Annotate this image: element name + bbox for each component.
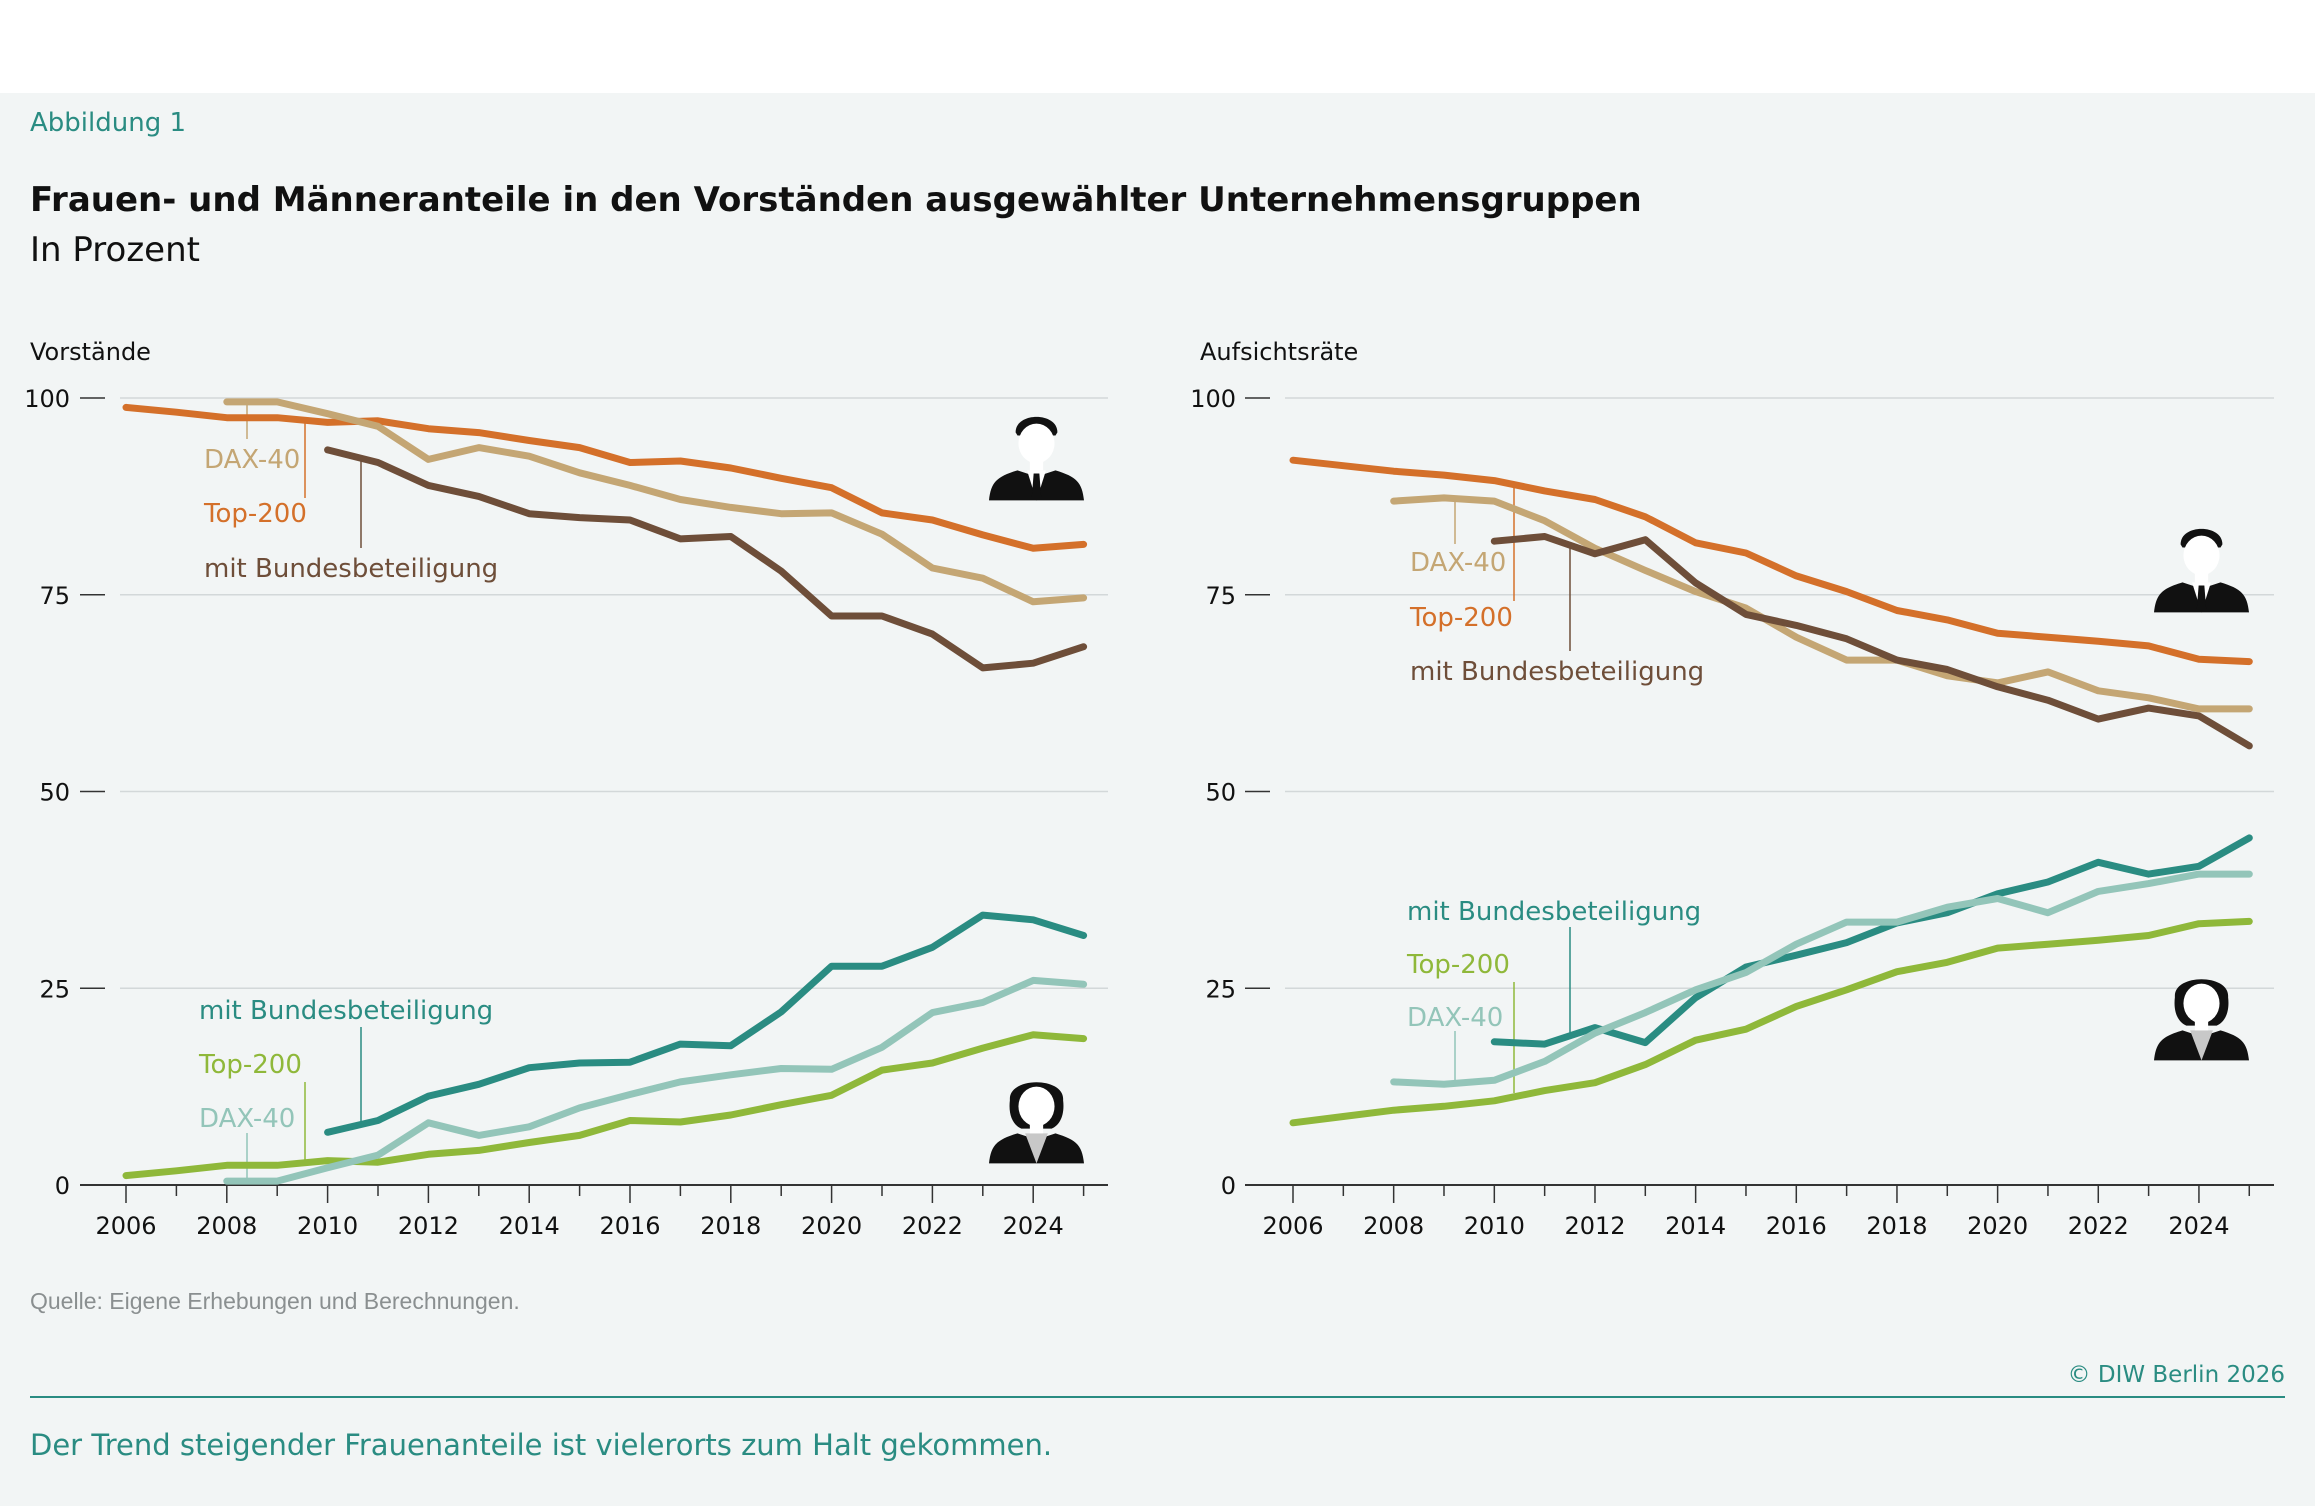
face-shape bbox=[2183, 983, 2220, 1024]
x-tick-label: 2008 bbox=[1363, 1212, 1424, 1240]
figure-label: Abbildung 1 bbox=[30, 108, 187, 138]
blouse-shape bbox=[1025, 1133, 1048, 1164]
x-tick-label: 2020 bbox=[801, 1212, 862, 1240]
y-tick-label: 50 bbox=[39, 779, 70, 807]
series-label: DAX-40 bbox=[199, 1104, 295, 1134]
chart-panel-2: Aufsichtsräte 0 25 50 75 100 2006 2008 2010 2012 2… bbox=[1190, 338, 2274, 1240]
x-tick-label: 2018 bbox=[1866, 1212, 1927, 1240]
tie-shape bbox=[1031, 473, 1042, 501]
x-tick-label: 2024 bbox=[2168, 1212, 2229, 1240]
face-shape bbox=[1018, 1086, 1055, 1127]
x-tick-label: 2012 bbox=[398, 1212, 459, 1240]
series-label: mit Bundesbeteiligung bbox=[1410, 657, 1704, 687]
x-tick-label: 2022 bbox=[902, 1212, 963, 1240]
panel-title: Aufsichtsräte bbox=[1200, 338, 1358, 366]
copyright: © DIW Berlin 2026 bbox=[2067, 1362, 2285, 1388]
x-tick-label: 2016 bbox=[599, 1212, 660, 1240]
source-note: Quelle: Eigene Erhebungen und Berechnung… bbox=[30, 1288, 520, 1314]
series-line-men-mit-bundesbeteiligung bbox=[324, 446, 1088, 672]
x-tick-label: 2012 bbox=[1564, 1212, 1625, 1240]
x-tick-label: 2024 bbox=[1003, 1212, 1064, 1240]
x-tick-label: 2018 bbox=[700, 1212, 761, 1240]
y-tick-label: 50 bbox=[1205, 779, 1236, 807]
x-tick-label: 2014 bbox=[499, 1212, 560, 1240]
x-tick-label: 2006 bbox=[95, 1212, 156, 1240]
series-line-men-top-200 bbox=[122, 403, 1088, 552]
blouse-shape bbox=[2190, 1030, 2213, 1061]
neck-shape bbox=[1029, 1122, 1044, 1134]
series-label: DAX-40 bbox=[1410, 548, 1506, 578]
series-label: Top-200 bbox=[203, 499, 307, 529]
y-tick-label: 100 bbox=[1190, 385, 1236, 413]
man-silhouette-icon bbox=[989, 416, 1084, 501]
series-line-women-mit-bundesbeteiligung bbox=[324, 911, 1088, 1136]
footer-caption: Der Trend steigender Frauenanteile ist v… bbox=[30, 1428, 1053, 1462]
x-tick-label: 2022 bbox=[2068, 1212, 2129, 1240]
y-tick-label: 25 bbox=[1205, 975, 1236, 1003]
face-shape bbox=[2183, 535, 2220, 576]
y-tick-label: 0 bbox=[55, 1172, 70, 1200]
x-tick-label: 2014 bbox=[1665, 1212, 1726, 1240]
y-tick-label: 25 bbox=[39, 975, 70, 1003]
series-line-women-top-200 bbox=[1289, 917, 2253, 1127]
x-tick-label: 2010 bbox=[297, 1212, 358, 1240]
series-label: mit Bundesbeteiligung bbox=[204, 554, 498, 584]
x-tick-label: 2008 bbox=[196, 1212, 257, 1240]
x-tick-label: 2010 bbox=[1464, 1212, 1525, 1240]
divider bbox=[30, 1396, 2285, 1398]
series-line-men-dax-40 bbox=[1390, 494, 2253, 713]
series-label: mit Bundesbeteiligung bbox=[199, 996, 493, 1026]
y-tick-label: 75 bbox=[1205, 582, 1236, 610]
chart-panel-1: Vorstände 0 25 50 75 100 2006 2008 2010 2012 2014 2… bbox=[24, 338, 1108, 1240]
series-line-men-dax-40 bbox=[223, 398, 1088, 606]
face-shape bbox=[1018, 423, 1055, 464]
x-tick-label: 2016 bbox=[1766, 1212, 1827, 1240]
figure-background bbox=[0, 93, 2315, 1506]
series-label: Top-200 bbox=[198, 1050, 302, 1080]
series-line-women-dax-40 bbox=[223, 976, 1088, 1185]
neck-shape bbox=[1029, 459, 1044, 471]
series-label: mit Bundesbeteiligung bbox=[1407, 897, 1701, 927]
x-tick-label: 2006 bbox=[1262, 1212, 1323, 1240]
series-label: Top-200 bbox=[1409, 603, 1513, 633]
woman-silhouette-icon bbox=[2154, 979, 2249, 1061]
tie-shape bbox=[2196, 585, 2207, 613]
y-tick-label: 75 bbox=[39, 582, 70, 610]
series-line-women-top-200 bbox=[122, 1031, 1088, 1180]
series-line-women-dax-40 bbox=[1390, 870, 2253, 1088]
panel-title: Vorstände bbox=[30, 338, 151, 366]
chart-title: Frauen- und Männeranteile in den Vorstän… bbox=[30, 180, 1642, 220]
series-label: Top-200 bbox=[1406, 950, 1510, 980]
man-silhouette-icon bbox=[2154, 528, 2249, 613]
woman-silhouette-icon bbox=[989, 1082, 1084, 1164]
chart-subtitle: In Prozent bbox=[30, 230, 200, 270]
series-label: DAX-40 bbox=[1407, 1003, 1503, 1033]
y-tick-label: 0 bbox=[1221, 1172, 1236, 1200]
series-line-men-top-200 bbox=[1289, 456, 2253, 666]
neck-shape bbox=[2194, 1019, 2209, 1031]
neck-shape bbox=[2194, 571, 2209, 583]
y-tick-label: 100 bbox=[24, 385, 70, 413]
series-line-women-mit-bundesbeteiligung bbox=[1490, 834, 2253, 1048]
series-line-men-mit-bundesbeteiligung bbox=[1490, 533, 2253, 750]
series-label: DAX-40 bbox=[204, 445, 300, 475]
x-tick-label: 2020 bbox=[1967, 1212, 2028, 1240]
